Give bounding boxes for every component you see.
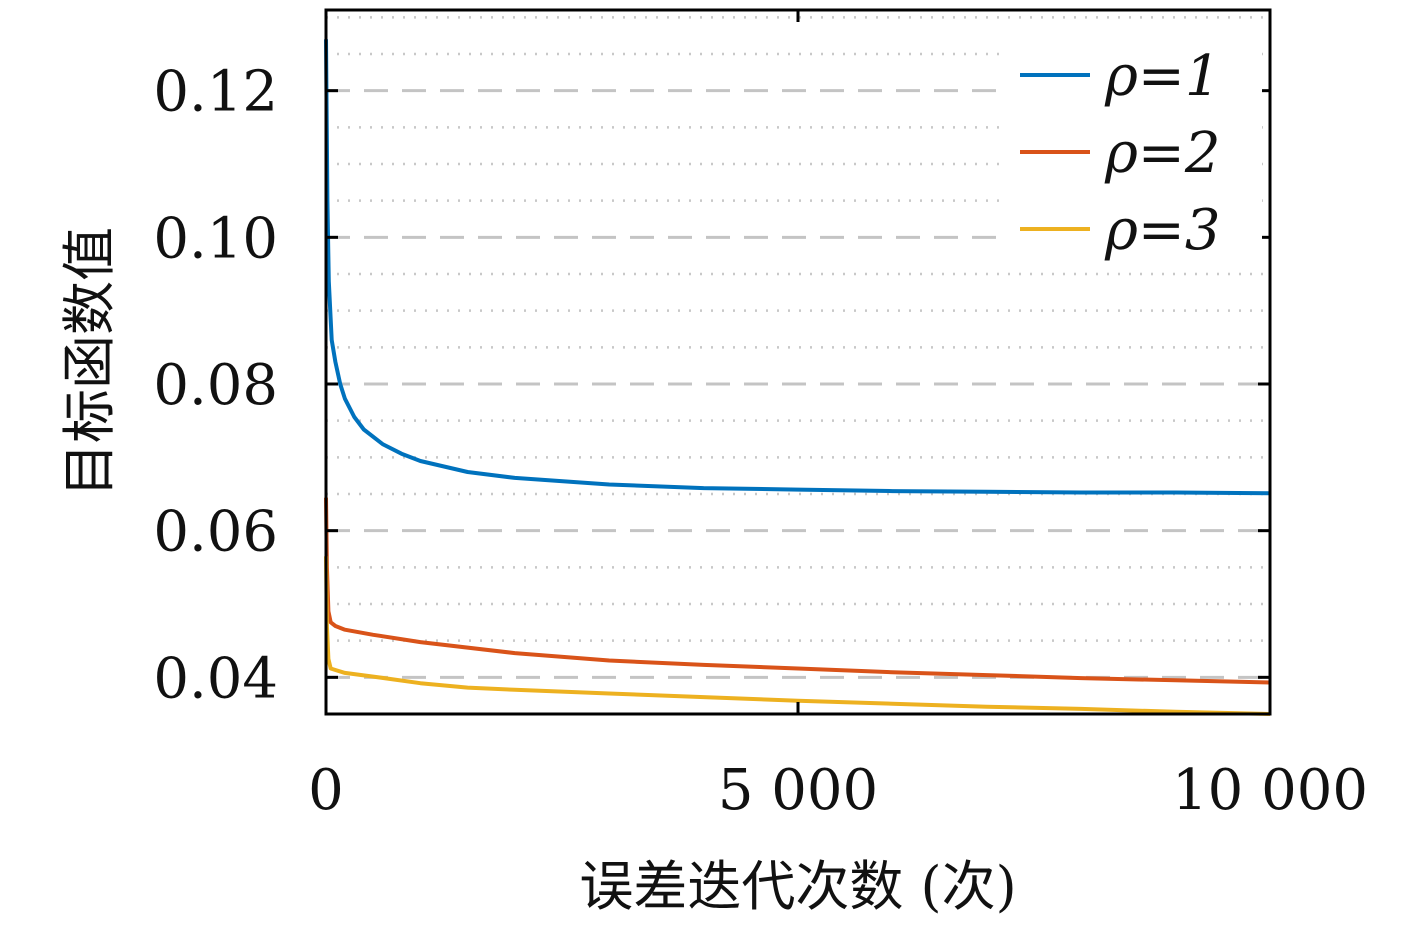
series-line — [324, 497, 1271, 685]
series-line — [324, 39, 1271, 496]
legend-label: ρ=3 — [1104, 198, 1220, 263]
y-tick-label: 0.04 — [153, 646, 278, 711]
x-axis-title: 误差迭代次数 (次) — [579, 855, 1016, 918]
y-tick-label: 0.08 — [153, 353, 278, 418]
x-tick-label: 5 000 — [718, 758, 878, 823]
y-tick-label: 0.10 — [153, 206, 278, 271]
legend-label: ρ=2 — [1104, 121, 1220, 186]
y-tick-label: 0.12 — [153, 60, 278, 125]
series-line — [324, 556, 1271, 716]
y-tick-label: 0.06 — [153, 500, 278, 565]
legend-label: ρ=1 — [1104, 44, 1220, 109]
tick-labels: 0.04 0.06 0.08 0.10 0.12 0 5 000 10 000 — [153, 60, 1368, 823]
legend: ρ=1 ρ=2 ρ=3 — [1000, 30, 1262, 268]
grid-lines — [326, 16, 1270, 679]
x-tick-label: 10 000 — [1172, 758, 1368, 823]
series-lines — [324, 39, 1271, 716]
axes — [324, 8, 1272, 716]
x-tick-label: 0 — [308, 758, 344, 823]
y-axis-title: 目标函数值 — [58, 227, 121, 497]
